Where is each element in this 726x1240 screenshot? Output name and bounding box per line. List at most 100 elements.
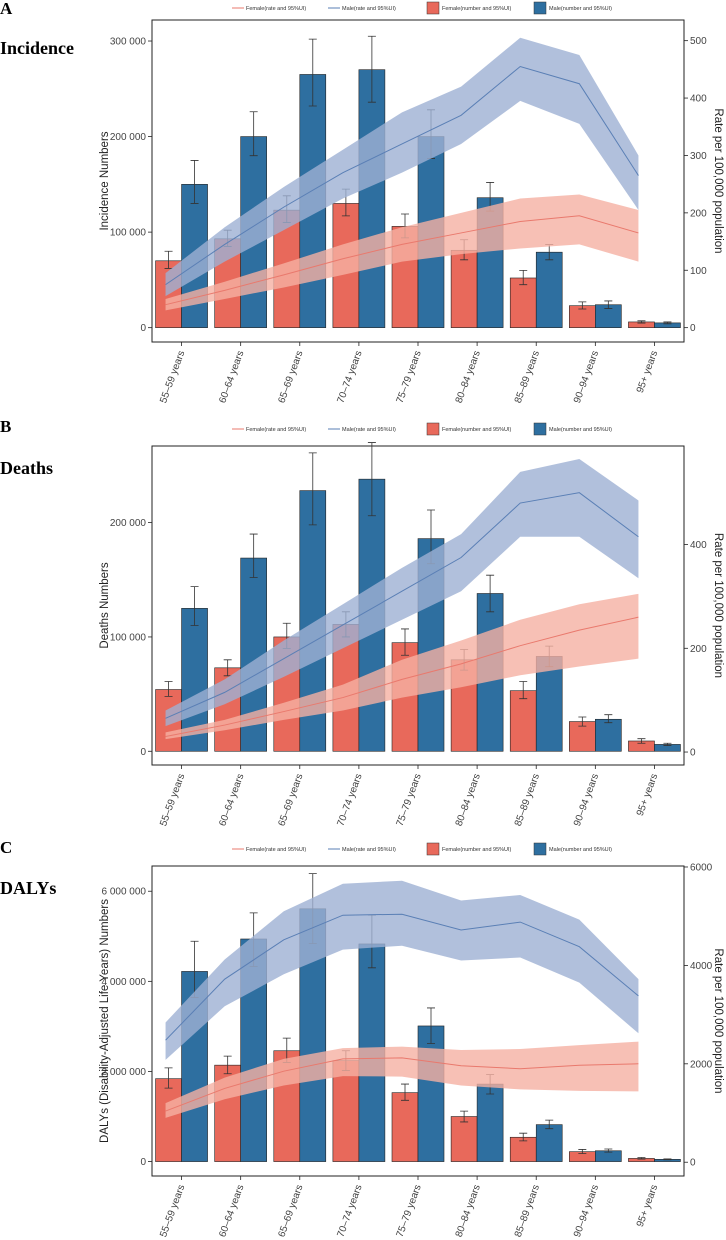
legend-female-number-label: Female(number and 95%UI) — [442, 427, 512, 433]
male-error-bar — [486, 574, 495, 613]
y2-axis-title: Rate per 100,000 population — [712, 108, 724, 253]
y2-tick-label: 0 — [690, 748, 696, 759]
male-rate-band — [165, 37, 639, 297]
y-axis-left: 0 2 000 000 4 000 000 6 000 000 — [102, 887, 152, 1168]
female-error-bar — [401, 1083, 409, 1101]
male-number-bar — [595, 718, 622, 752]
female-error-bar — [519, 1132, 528, 1142]
panel-letter: A — [0, 0, 13, 18]
legend-female-number-swatch — [426, 422, 440, 436]
y2-tick-label: 300 — [690, 151, 707, 162]
male-error-bar — [249, 111, 258, 157]
female-error-bar — [519, 681, 528, 700]
x-tick-label: 95+ years — [635, 349, 660, 394]
y2-axis-title: Rate per 100,000 population — [712, 533, 724, 678]
panel-a: A Incidence Female(rate and 95%UI) Male(rat… — [0, 0, 724, 405]
legend-male-number-swatch — [533, 1, 547, 15]
y2-tick-label: 100 — [690, 266, 707, 277]
rate-lines — [165, 880, 639, 1118]
y-axis-title: DALYs (Disability-Adjusted Life Years) N… — [99, 899, 111, 1143]
legend-male-number-label: Male(number and 95%UI) — [549, 427, 612, 433]
x-tick-label: 80–84 years — [454, 1183, 483, 1238]
x-tick-label: 65–69 years — [276, 349, 305, 404]
y-tick-label: 200 000 — [110, 132, 147, 143]
x-tick-label: 70–74 years — [336, 772, 365, 827]
rate-lines — [165, 458, 639, 740]
y-tick-label: 300 000 — [110, 37, 147, 48]
x-tick-label: 85–89 years — [513, 349, 542, 404]
y-tick-label: 0 — [140, 323, 146, 334]
legend-female-number-swatch — [426, 1, 440, 15]
x-axis: 55–59 years 60–64 years 65–69 years 70–74 y… — [158, 1176, 660, 1239]
x-tick-label: 90–94 years — [572, 1183, 601, 1238]
rate-lines — [165, 37, 639, 311]
x-tick-label: 85–89 years — [513, 1183, 542, 1238]
y2-axis-title: Rate per 100,000 population — [712, 948, 724, 1093]
female-rate-line — [165, 215, 639, 306]
y-axis-title: Deaths Numbers — [99, 562, 111, 649]
female-error-bar — [637, 320, 646, 324]
x-tick-label: 60–64 years — [217, 1183, 246, 1238]
x-tick-label: 55–59 years — [158, 349, 187, 404]
x-tick-label: 80–84 years — [454, 349, 483, 404]
x-tick-label: 90–94 years — [572, 349, 601, 404]
female-number-bar — [332, 1060, 360, 1162]
male-rate-line — [165, 913, 639, 1041]
y2-tick-label: 0 — [690, 1158, 696, 1169]
y2-tick-label: 0 — [690, 323, 696, 334]
legend-male-number-swatch — [533, 842, 547, 856]
male-error-bar — [308, 38, 317, 107]
x-axis: 55–59 years 60–64 years 65–69 years 70–74 y… — [158, 342, 660, 405]
female-error-bar — [164, 681, 173, 697]
y2-tick-label: 2000 — [690, 1059, 713, 1070]
panel-b: B Deaths Female(rate and 95%UI) Male(rate a… — [0, 417, 724, 828]
female-number-bar — [155, 1078, 182, 1162]
x-tick-label: 70–74 years — [336, 1183, 365, 1238]
legend-male-number-label: Male(number and 95%UI) — [549, 847, 612, 853]
male-error-bar — [249, 533, 258, 578]
y-axis-left: 0 100 000 200 000 — [110, 518, 152, 758]
legend-male-rate-label: Male(rate and 95%UI) — [342, 427, 396, 433]
x-tick-label: 85–89 years — [513, 772, 542, 827]
male-number-bar — [358, 69, 386, 328]
x-tick-label: 75–79 years — [395, 349, 424, 404]
female-number-bar — [509, 277, 537, 328]
male-error-bar — [367, 35, 376, 103]
female-error-bar — [578, 716, 587, 727]
male-error-bar — [663, 1158, 672, 1161]
y-tick-label: 0 — [140, 1157, 146, 1168]
male-error-bar — [190, 586, 199, 626]
male-rate-band — [165, 880, 639, 1060]
x-tick-label: 75–79 years — [395, 1183, 424, 1238]
male-number-bar — [476, 1083, 504, 1162]
y-axis-title: Incidence Numbers — [99, 131, 111, 230]
female-number-bar — [450, 249, 478, 328]
y2-tick-label: 400 — [690, 540, 707, 551]
male-error-bar — [604, 1148, 613, 1153]
y-tick-label: 100 000 — [110, 632, 147, 643]
x-tick-label: 65–69 years — [276, 772, 305, 827]
y-tick-label: 100 000 — [110, 228, 147, 239]
panel-title: Deaths — [0, 458, 53, 478]
x-tick-label: 60–64 years — [217, 772, 246, 827]
legend-female-rate-label: Female(rate and 95%UI) — [246, 847, 306, 853]
y-axis-right: 0 2000 4000 6000 — [684, 862, 713, 1169]
female-rate-line — [165, 616, 639, 737]
x-tick-label: 55–59 years — [158, 1183, 187, 1238]
female-rate-line — [165, 1057, 639, 1112]
panel-c: C DALYs Female(rate and 95%UI) Male(rate an… — [0, 838, 724, 1239]
legend: Female(rate and 95%UI) Male(rate and 95%U… — [232, 422, 612, 436]
male-number-bar — [535, 251, 563, 328]
panel-letter: B — [0, 417, 11, 436]
x-tick-label: 95+ years — [635, 772, 660, 817]
legend-male-number-label: Male(number and 95%UI) — [549, 6, 612, 12]
female-error-bar — [637, 1157, 646, 1160]
male-error-bar — [663, 321, 672, 325]
female-error-bar — [519, 269, 528, 286]
y-axis-right: 0 200 400 — [684, 540, 707, 759]
male-error-bar — [427, 1007, 435, 1044]
male-rate-line — [165, 492, 639, 719]
female-error-bar — [164, 1067, 173, 1089]
y-tick-label: 2 000 000 — [102, 1067, 147, 1078]
